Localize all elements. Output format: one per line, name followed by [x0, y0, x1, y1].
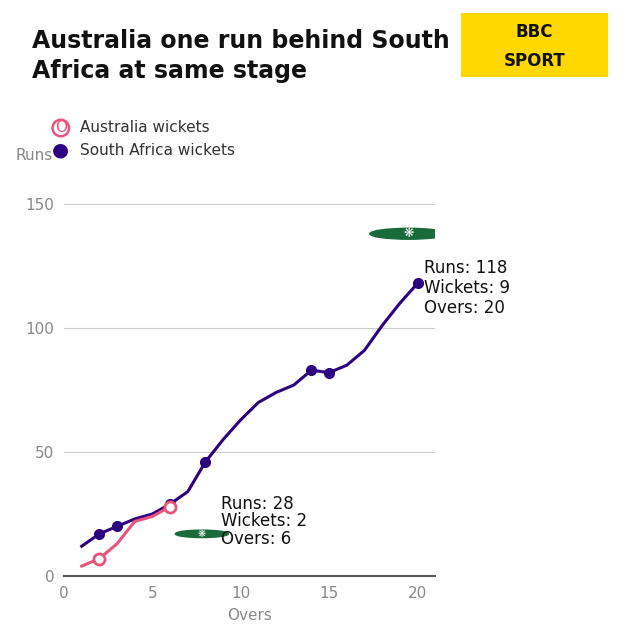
X-axis label: Overs: Overs [227, 607, 272, 623]
Text: Wickets: 2: Wickets: 2 [221, 513, 307, 531]
Text: South Africa wickets: South Africa wickets [80, 143, 235, 158]
Text: ❋: ❋ [403, 227, 414, 240]
Text: ❋: ❋ [198, 529, 206, 539]
Circle shape [370, 228, 447, 239]
Text: Overs: 6: Overs: 6 [221, 530, 292, 548]
Text: Runs: 28: Runs: 28 [221, 495, 294, 513]
Circle shape [175, 530, 228, 538]
Text: Overs: 20: Overs: 20 [424, 299, 504, 317]
Text: Runs: 118: Runs: 118 [424, 259, 507, 278]
Text: ●: ● [52, 141, 69, 160]
Text: Runs: Runs [16, 148, 53, 163]
Text: O: O [55, 120, 67, 136]
Text: Australia one run behind South
Africa at same stage: Australia one run behind South Africa at… [32, 29, 450, 83]
Text: Australia wickets: Australia wickets [80, 120, 210, 136]
Text: BBC: BBC [516, 23, 553, 41]
Text: SPORT: SPORT [504, 52, 565, 70]
Text: Wickets: 9: Wickets: 9 [424, 279, 509, 297]
